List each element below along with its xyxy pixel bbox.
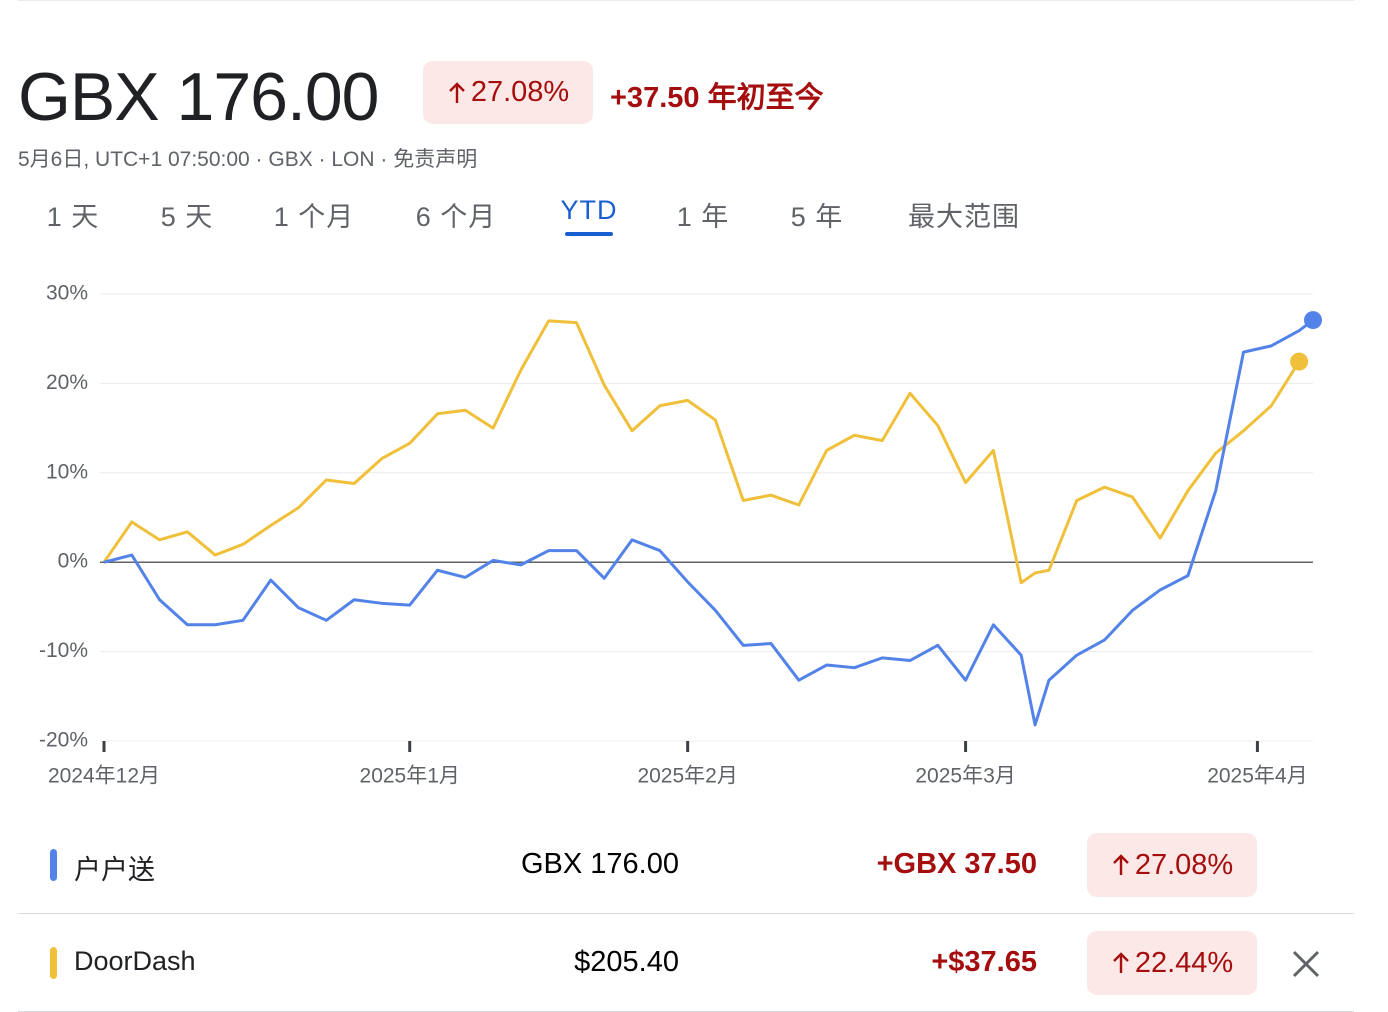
tab[interactable]: 1 天 (46, 202, 100, 232)
tab-underline (565, 232, 613, 236)
row-divider (18, 913, 1354, 914)
x-tick-label: 2025年2月 (637, 765, 737, 788)
change-badge: 22.44% (1087, 931, 1257, 995)
x-tick-label: 2024年12月 (48, 765, 160, 788)
tab[interactable]: 1 年 (676, 202, 730, 232)
y-tick-label: -10% (39, 639, 88, 662)
tab[interactable]: 5 天 (160, 202, 214, 232)
price: GBX 176.00 (521, 848, 679, 880)
tab[interactable]: 5 年 (790, 202, 844, 232)
subtitle: 5月6日, UTC+1 07:50:00 · GBX · LON · 免责声明 (18, 148, 478, 171)
x-tick-label: 2025年1月 (360, 765, 460, 788)
price-title: GBX 176.00 (18, 59, 379, 135)
y-tick-label: 20% (46, 371, 88, 394)
tab[interactable]: 1 个月 (273, 202, 355, 232)
change: +$37.65 (931, 946, 1037, 978)
chart: -20% -10% 0% 10% 20% 30% 2024年12月 2025年1月 2025年2… (39, 282, 1322, 788)
top-divider (18, 0, 1354, 1)
y-tick-label: 10% (46, 460, 88, 483)
series-line (103, 318, 1314, 727)
tab[interactable]: 最大范围 (908, 202, 1020, 232)
series-name: 户户送 (74, 855, 155, 885)
remove-button[interactable] (1290, 948, 1322, 980)
up-arrow (448, 81, 465, 103)
series-line (102, 319, 1301, 585)
change-percent: 22.44% (1134, 946, 1234, 979)
y-tick-label: 30% (46, 282, 88, 305)
end-dot (1290, 352, 1309, 371)
change-badge: 27.08% (1087, 833, 1257, 897)
change: +GBX 37.50 (876, 848, 1037, 880)
y-tick-label: 0% (58, 550, 88, 573)
series-name: DoorDash (74, 946, 196, 976)
period: 年初至今 (707, 82, 824, 114)
x-tick-label: 2025年4月 (1207, 765, 1307, 788)
legend-swatch (50, 947, 57, 979)
y-tick-label: -20% (39, 729, 88, 752)
price: $205.40 (574, 946, 679, 978)
x-tick-label: 2025年3月 (915, 765, 1015, 788)
change-badge: 27.08% (423, 61, 593, 124)
change-percent: 27.08% (470, 76, 570, 108)
legend-swatch (50, 849, 57, 881)
change-percent: 27.08% (1134, 848, 1234, 881)
change: +37.50 年初至今 (610, 74, 824, 116)
change-value: +37.50 (610, 82, 700, 114)
up-arrow (1112, 952, 1129, 973)
end-dot (1304, 311, 1322, 330)
tab[interactable]: 6 个月 (415, 202, 497, 232)
up-arrow (1112, 854, 1129, 875)
tab[interactable]: YTD (560, 195, 618, 225)
